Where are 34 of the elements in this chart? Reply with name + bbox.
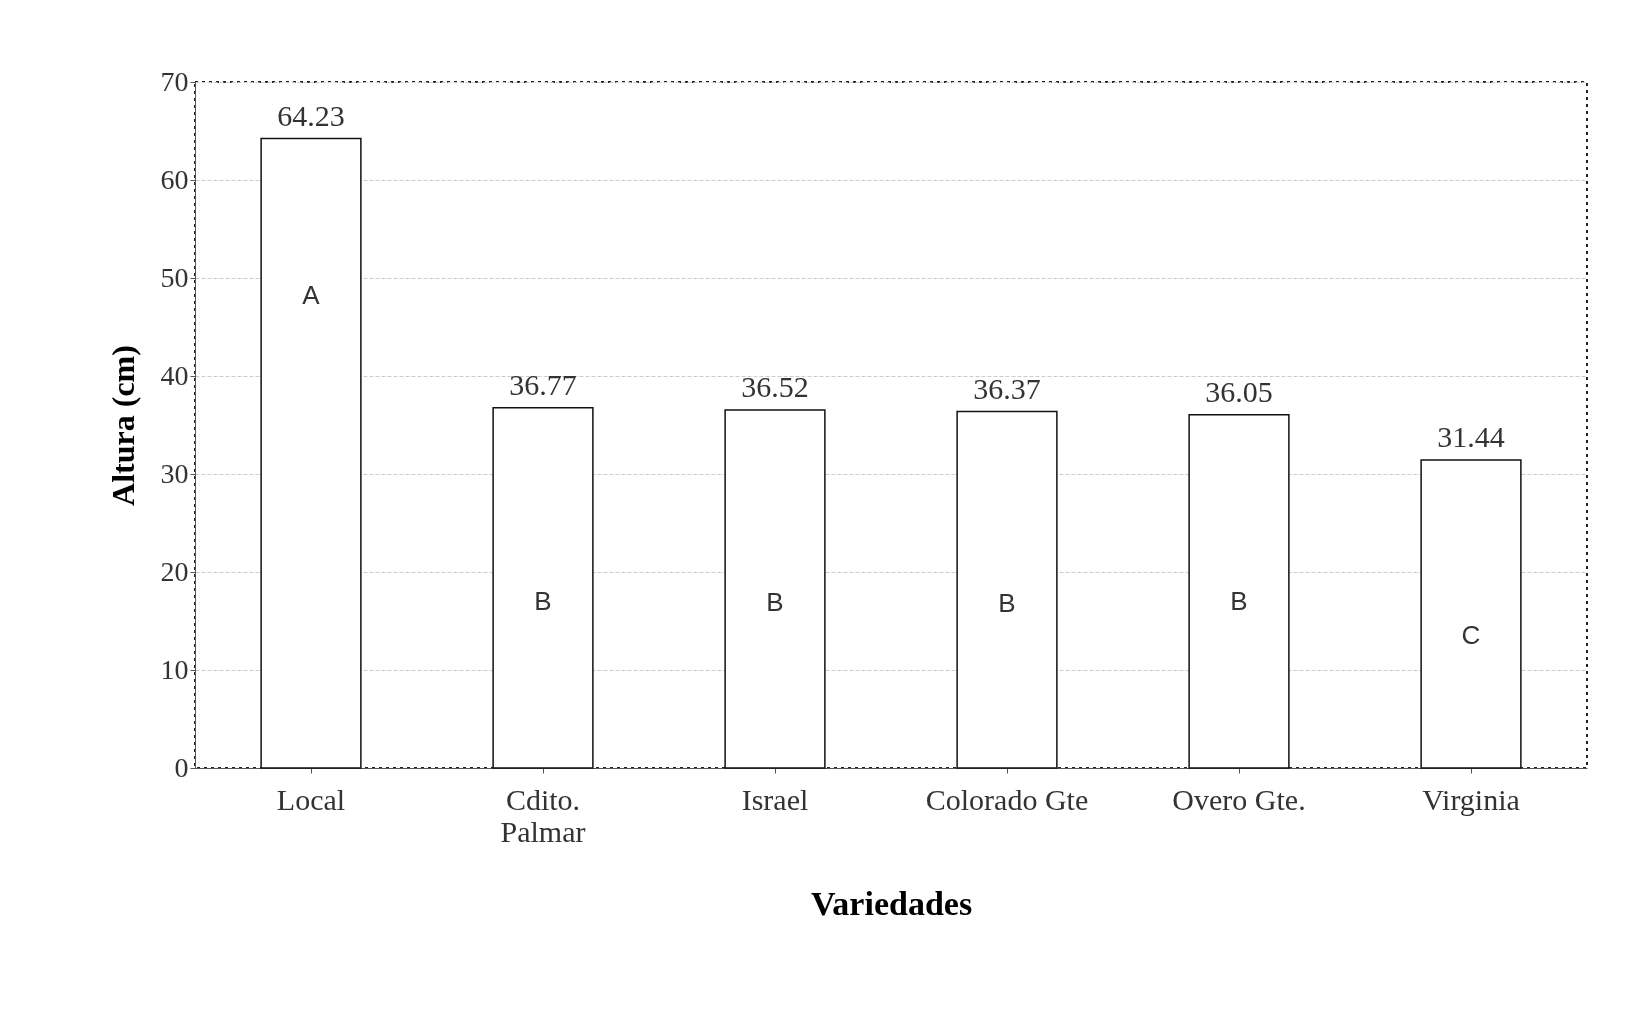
y-axis-title: Altura (cm) xyxy=(104,345,141,506)
data-label: 36.05 xyxy=(1205,374,1273,408)
y-tick-label: 40 xyxy=(160,359,189,391)
bar xyxy=(1420,459,1522,769)
data-label: 36.37 xyxy=(973,371,1041,405)
y-tick-label: 60 xyxy=(160,163,189,195)
x-axis-title: Variedades xyxy=(810,884,973,922)
x-tick-label: Cdito. Palmar xyxy=(500,782,586,848)
annotation: B xyxy=(998,588,1016,619)
x-tick-label: Israel xyxy=(741,782,809,816)
x-tick-label: Virginia xyxy=(1422,782,1520,816)
annotation: B xyxy=(534,586,552,617)
data-label: 64.23 xyxy=(277,98,345,132)
annotation: C xyxy=(1461,619,1481,650)
annotation: B xyxy=(1230,585,1248,616)
bar xyxy=(724,409,826,769)
y-tick-label: 50 xyxy=(160,261,189,293)
annotation: B xyxy=(766,587,784,618)
data-label: 36.77 xyxy=(509,367,577,401)
annotation: A xyxy=(302,279,321,310)
bar xyxy=(492,406,594,769)
bar xyxy=(1188,413,1290,769)
data-label: 31.44 xyxy=(1437,419,1505,453)
x-tick-label: Local xyxy=(276,782,346,816)
bar xyxy=(956,410,1058,769)
y-tick-label: 70 xyxy=(160,65,189,97)
y-tick-label: 0 xyxy=(174,751,189,783)
y-tick-label: 30 xyxy=(160,457,189,489)
x-tick-label: Overo Gte. xyxy=(1172,782,1306,816)
y-tick-label: 20 xyxy=(160,555,189,587)
bar xyxy=(260,137,362,769)
y-tick-label: 10 xyxy=(160,653,189,685)
x-tick-label: Colorado Gte xyxy=(925,782,1089,816)
data-label: 36.52 xyxy=(741,370,809,404)
